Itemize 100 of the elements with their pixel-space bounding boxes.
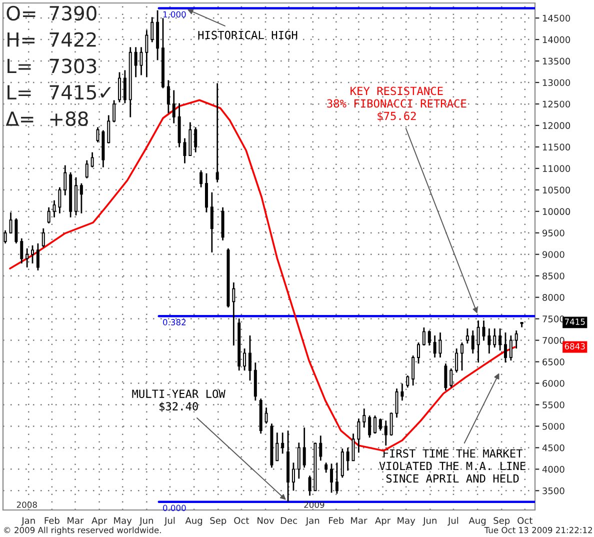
candlestick [118,72,121,103]
candlestick [368,414,372,438]
candlestick [352,432,355,462]
candlestick [433,334,436,358]
candlestick [362,408,366,428]
annotation: L= 7303 [8,58,96,74]
candlestick [450,368,453,388]
candlestick [422,326,426,346]
annotation: 2008 [16,502,37,508]
x-tick-label: Jun [422,517,436,526]
x-tick-label: Jul [164,516,175,526]
candlestick [319,434,322,462]
candlestick [330,462,334,494]
candlestick [504,332,507,364]
annotation: MULTI-YEAR LOW $32.40 [132,390,226,412]
annotation: Δ= +88 [6,111,88,126]
candlestick [509,334,512,362]
x-tick-label: May [398,517,416,526]
x-tick-label: Sep [210,517,226,526]
candlestick [455,348,458,374]
y-tick-label: 9000 [542,251,564,258]
candlestick [324,462,328,474]
y-tick-label: 13500 [542,58,570,65]
candlestick [476,320,480,364]
x-tick-label: Oct [234,517,250,524]
y-tick-label: 8000 [542,294,564,301]
candlestick [145,29,148,78]
candlestick [232,282,236,346]
candlestick [210,192,214,254]
y-tick-label: 12500 [542,100,570,108]
candlestick [292,462,295,492]
annotation: L= 7415✓ [8,85,111,100]
candlestick [107,114,110,144]
annotation: 0.000 [163,504,186,512]
candlestick [308,474,312,496]
candlestick [378,418,382,432]
x-tick-label: Feb [329,516,344,524]
candlestick [281,432,284,454]
candlestick [4,230,7,244]
annotation: H= 7422 [8,32,96,47]
candlestick [200,170,203,188]
candlestick [58,186,62,214]
x-tick-label: May [114,517,132,526]
candlestick [172,90,176,124]
x-tick-label: Jan [305,517,320,526]
y-tick-label: 11000 [542,165,570,172]
candlestick [31,244,34,264]
candlestick [80,182,83,214]
candlestick [384,420,388,446]
candlestick [134,46,138,78]
candlestick [194,126,198,153]
x-tick-label: Aug [468,517,486,526]
candlestick [340,448,344,478]
candlestick [166,80,170,114]
candlestick [47,206,50,224]
candlestick [123,70,126,104]
text: 7415 [564,318,585,325]
candlestick [346,446,350,472]
y-tick-label: 8500 [542,272,564,280]
annotation: 0.382 [163,319,186,326]
x-tick-label: Sep [494,517,510,526]
y-tick-label: 4000 [542,466,564,473]
annotation: HISTORICAL HIGH [198,30,298,40]
candlestick [248,334,252,382]
x-tick-label: Feb [44,516,60,524]
x-tick-label: Dec [280,517,297,524]
candlestick [302,426,306,468]
y-tick-label: 3500 [542,487,564,494]
x-tick-label: Apr [92,517,108,526]
y-tick-label: 14500 [542,14,570,22]
candlestick [498,328,502,352]
candlestick [390,412,393,436]
candlestick [216,82,219,184]
x-tick-label: Mar [68,517,84,524]
y-tick-label: 11500 [542,144,570,150]
y-tick-label: 5500 [542,401,564,408]
candlestick [466,328,469,344]
text: © 2009 All rights reserved worldwide. [4,526,161,535]
candlestick [297,442,300,480]
candlestick [150,16,154,43]
x-tick-label: Jun [139,517,153,526]
candlestick [64,164,67,196]
y-tick-label: 13000 [542,79,570,86]
candlestick [357,418,360,454]
candlestick [374,414,377,434]
y-tick-label: 14000 [542,36,570,44]
candlestick [335,462,338,494]
candlestick [36,242,40,272]
y-tick-label: 5000 [542,422,564,430]
candlestick [42,228,45,248]
y-tick-label: 7000 [542,337,564,344]
candlestick [488,328,491,354]
x-tick-label: Mar [351,517,368,524]
candlestick [428,330,431,346]
candlestick [444,362,448,392]
candlestick [460,342,464,372]
candlestick [400,382,404,402]
candlestick [482,320,486,342]
text: Tue Oct 13 2009 21:22:12 [484,526,592,534]
x-tick-label: Jul [448,516,458,526]
